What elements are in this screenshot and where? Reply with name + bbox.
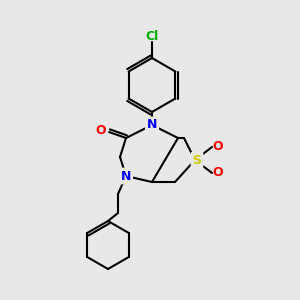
Text: O: O <box>213 140 223 154</box>
Text: O: O <box>96 124 106 137</box>
Text: Cl: Cl <box>146 31 159 44</box>
Text: O: O <box>213 167 223 179</box>
Text: N: N <box>121 169 131 182</box>
Text: S: S <box>193 154 202 166</box>
Text: N: N <box>147 118 157 131</box>
